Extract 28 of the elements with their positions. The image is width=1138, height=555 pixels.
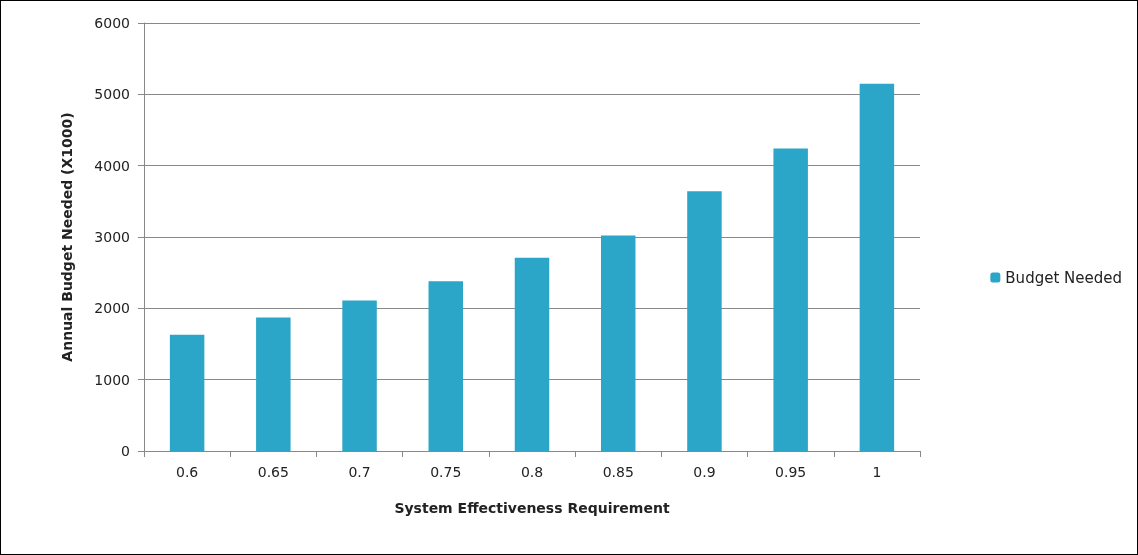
x-tick-label: 0.6 [175,464,199,480]
y-tick-label: 2000 [94,300,130,317]
y-tick-label: 0 [121,443,130,459]
legend-label: Budget Needed [1005,268,1122,287]
y-axis-title: Annual Budget Needed (X1000) [59,112,75,362]
x-tick-label: 0.7 [348,464,371,480]
x-tick-label: 0.8 [520,464,544,480]
bar [859,83,895,451]
x-axis-title: System Effectiveness Requirement [394,500,670,516]
bar [773,148,808,451]
y-tick-label: 3000 [94,229,130,245]
y-tick-label: 1000 [94,371,130,388]
x-tick-label: 0.95 [775,464,807,480]
bar [256,317,291,451]
x-tick-label: 0.9 [693,464,716,480]
x-tick-label: 0.85 [602,464,634,480]
bar [600,235,636,451]
bar [342,300,377,451]
bar [169,334,205,451]
y-tick-label: 5000 [94,86,130,103]
x-tick-label: 1 [872,464,882,480]
x-tick-label: 0.75 [430,464,462,480]
y-tick-label: 4000 [94,157,130,174]
y-tick-label: 6000 [94,15,130,31]
bar [514,257,550,451]
bar [428,281,464,451]
x-tick-label: 0.65 [257,464,289,480]
bar [687,191,722,451]
